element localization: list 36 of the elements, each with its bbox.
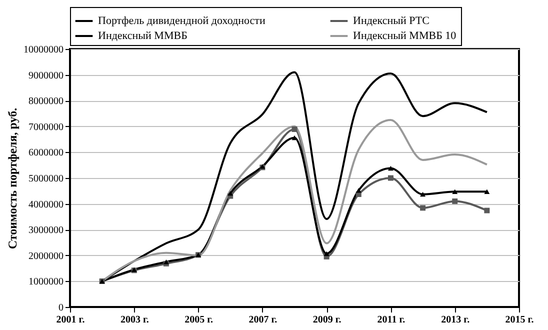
x-tick-label: 2001 г. (56, 314, 86, 326)
x-tick-label: 2009 г. (312, 314, 342, 326)
x-tick-label: 2003 г. (120, 314, 150, 326)
y-tick-label: 10000000 (24, 44, 64, 56)
y-tick-label: 3000000 (28, 225, 64, 236)
point (420, 205, 426, 211)
y-tick-label: 1000000 (28, 276, 64, 288)
x-tick-label: 2015 г. (505, 314, 534, 326)
x-tick-label: 2013 г. (441, 314, 470, 326)
point (292, 126, 298, 132)
x-tick-label: 2011 г. (377, 314, 406, 326)
y-tick-label: 4000000 (28, 199, 64, 210)
y-tick-label: 0 (58, 302, 64, 314)
y-tick-label: 7000000 (28, 122, 64, 133)
y-tick-label: 9000000 (28, 70, 64, 82)
legend-label: Портфель дивидендной доходности (98, 15, 266, 27)
point (484, 189, 490, 194)
point (388, 175, 394, 181)
point (420, 192, 426, 197)
y-tick-label: 2000000 (28, 250, 64, 262)
y-tick-label: 5000000 (28, 174, 64, 184)
point (388, 166, 394, 171)
point (452, 189, 458, 194)
point (324, 251, 330, 256)
y-tick-label: 6000000 (28, 148, 64, 159)
legend-label: Индексный РТС (353, 15, 430, 27)
point (356, 188, 362, 193)
y-axis-title: Стоимость портфеля, руб. (6, 108, 20, 250)
x-tick-label: 2007 г. (248, 314, 278, 326)
y-tick-label: 8000000 (28, 96, 64, 108)
x-tick-label: 2005 г. (184, 314, 214, 326)
point (228, 190, 234, 196)
legend-label: Индексный ММВБ (98, 30, 188, 42)
point (452, 198, 458, 204)
legend-label: Индексный ММВБ 10 (353, 30, 457, 42)
point (484, 208, 490, 214)
